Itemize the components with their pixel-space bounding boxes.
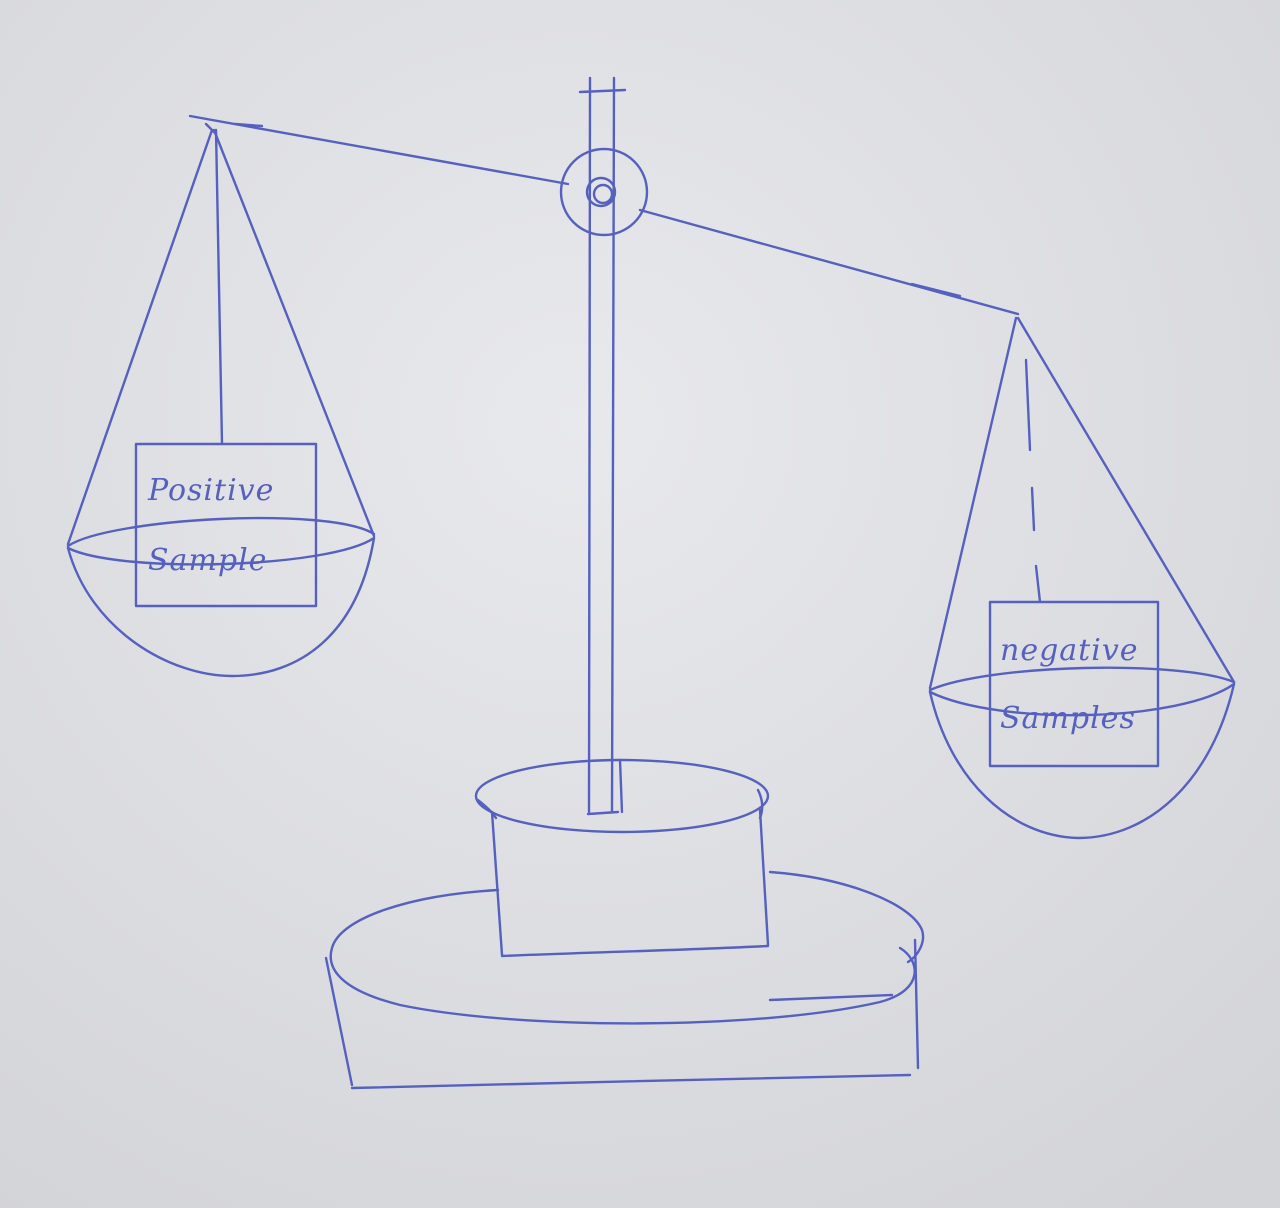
left-pan [66,122,376,678]
scale-base-plate [324,870,925,1090]
negative-sample-label-line2: Samples [1000,701,1136,736]
scale-drawing [66,76,1236,1090]
scale-pedestal [474,758,770,958]
right-pan [928,316,1236,840]
scale-beam [188,114,1020,316]
positive-sample-box [134,442,318,608]
negative-sample-label-line1: negative [1000,633,1139,668]
positive-sample-label-line2: Sample [148,543,267,578]
positive-sample-label-line1: Positive [147,473,274,508]
scale-pivot [559,147,649,237]
negative-sample-box [988,600,1160,768]
